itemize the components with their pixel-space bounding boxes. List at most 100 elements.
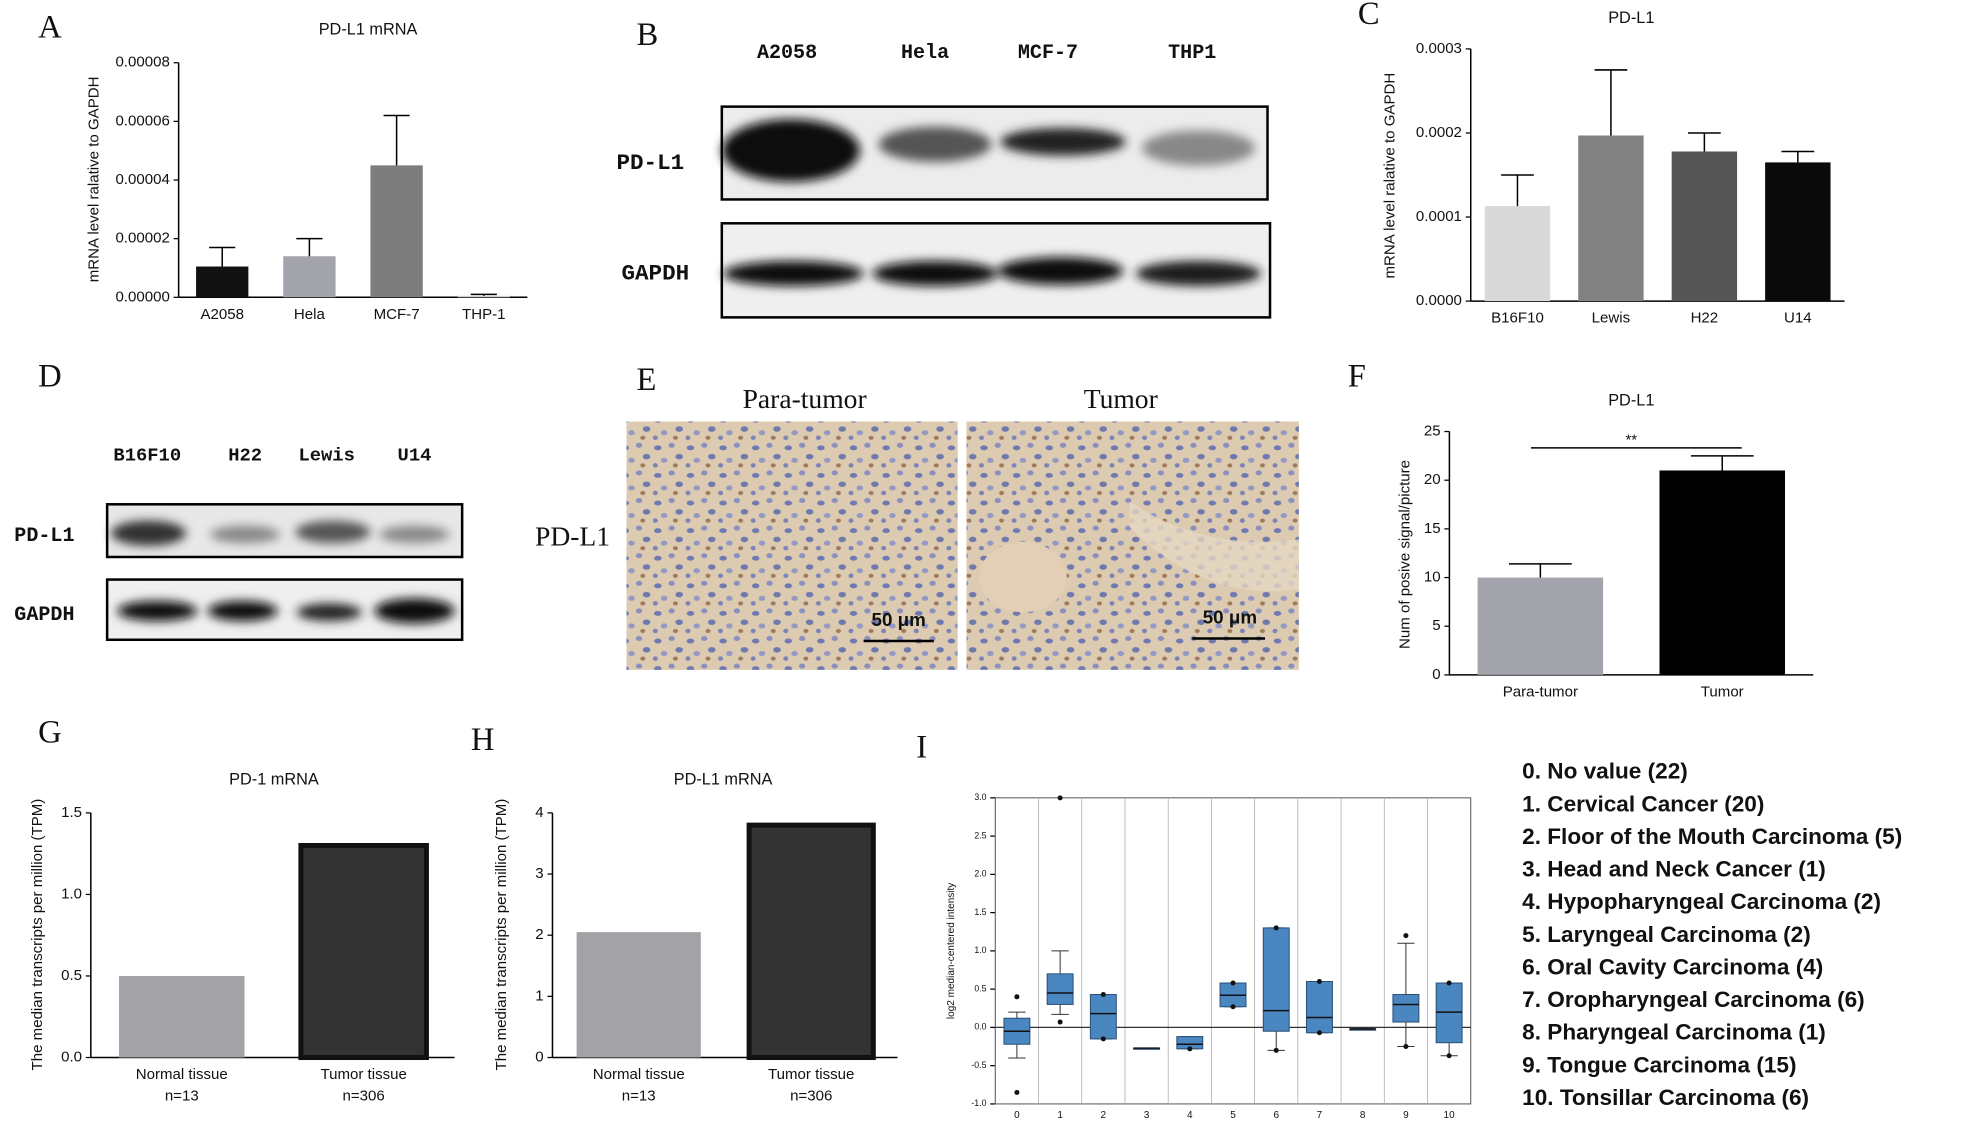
chart-title: PD-L1 mRNA — [319, 20, 418, 38]
x-tick-label: Lewis — [1592, 310, 1630, 327]
lane-label: H22 — [228, 444, 262, 466]
legend-item: 10. Tonsillar Carcinoma (6) — [1522, 1085, 1809, 1110]
bar — [119, 975, 245, 1058]
y-tick-label: 0.0 — [61, 1048, 82, 1065]
legend-item: 9. Tongue Carcinoma (15) — [1522, 1052, 1796, 1077]
x-tick-label: H22 — [1691, 310, 1719, 327]
bar — [1765, 162, 1831, 302]
x-tick-sublabel: n=13 — [165, 1087, 199, 1104]
x-tick-label: 4 — [1187, 1110, 1193, 1121]
x-tick-label: Normal tissue — [136, 1066, 228, 1083]
y-tick-label: 0.0 — [974, 1022, 986, 1032]
y-tick-label: 2.5 — [974, 830, 986, 840]
ihc-image — [626, 421, 958, 670]
y-tick-label: 1.0 — [974, 945, 986, 955]
y-tick-label: 0 — [1432, 666, 1440, 683]
legend-item: 0. No value (22) — [1522, 759, 1688, 784]
y-tick-label: -0.5 — [971, 1060, 986, 1070]
row-label: GAPDH — [14, 604, 74, 627]
x-tick-label: 0 — [1014, 1110, 1020, 1121]
legend-item: 2. Floor of the Mouth Carcinoma (5) — [1522, 824, 1902, 849]
x-tick-label: 9 — [1403, 1110, 1409, 1121]
outlier — [1230, 980, 1236, 986]
bar — [1477, 577, 1604, 675]
outlier — [1014, 994, 1020, 1000]
y-axis-label: Num of posive signal/picture — [1396, 460, 1413, 649]
lane-label: THP1 — [1168, 42, 1216, 65]
tissue — [1129, 501, 1299, 592]
y-tick-label: 0.00002 — [115, 230, 169, 247]
x-tick-label: 6 — [1273, 1110, 1279, 1121]
x-tick-label: B16F10 — [1491, 310, 1544, 327]
bands — [110, 520, 455, 624]
outlier — [1100, 991, 1106, 998]
legend-item: 1. Cervical Cancer (20) — [1522, 791, 1764, 816]
x-tick-sublabel: n=306 — [790, 1087, 832, 1104]
lane-label: B16F10 — [113, 444, 181, 466]
bar — [1671, 151, 1738, 302]
panel-label: F — [1348, 358, 1366, 394]
bands — [721, 119, 1262, 287]
bar — [1659, 470, 1786, 675]
row-label: GAPDH — [621, 260, 689, 286]
legend-item: 3. Head and Neck Cancer (1) — [1522, 857, 1826, 882]
x-tick-label: Tumor — [1701, 683, 1744, 700]
y-tick-label: 4 — [535, 804, 543, 821]
y-tick-label: 15 — [1424, 520, 1441, 537]
outlier — [1273, 1047, 1279, 1053]
bar — [1484, 206, 1551, 302]
panel-label: B — [637, 17, 659, 53]
y-tick-label: 2 — [535, 926, 543, 943]
panel-label: A — [38, 10, 62, 46]
y-tick-label: 1.0 — [61, 885, 82, 902]
box — [1089, 993, 1117, 1040]
x-tick-label: 1 — [1057, 1110, 1063, 1121]
y-tick-label: 0 — [535, 1048, 543, 1065]
x-tick-sublabel: n=306 — [343, 1087, 385, 1104]
outlier — [1187, 1046, 1193, 1052]
y-tick-label: 3.0 — [974, 792, 986, 802]
panel-label: H — [471, 722, 495, 758]
x-tick-label: Hela — [294, 306, 326, 323]
y-tick-label: 0.0003 — [1416, 40, 1462, 57]
y-tick-label: -1.0 — [971, 1098, 986, 1108]
x-tick-label: A2058 — [200, 306, 244, 323]
outlier — [1446, 980, 1452, 986]
bar — [370, 165, 423, 298]
box — [1305, 980, 1333, 1034]
outlier — [1057, 1019, 1063, 1025]
bar — [576, 932, 701, 1058]
column-label: Tumor — [1084, 383, 1158, 414]
outlier — [1273, 925, 1279, 931]
lane-label: MCF-7 — [1018, 42, 1078, 65]
y-tick-label: 0.0001 — [1416, 208, 1462, 225]
y-tick-label: 0.0000 — [1416, 292, 1462, 309]
x-tick-label: U14 — [1784, 310, 1812, 327]
chart-title: PD-1 mRNA — [229, 771, 319, 789]
row-label: PD-L1 — [14, 525, 74, 548]
panel-label: E — [637, 362, 657, 398]
x-tick-label: Tumor tissue — [320, 1066, 406, 1083]
x-tick-label: 5 — [1230, 1110, 1236, 1121]
legend-item: 6. Oral Cavity Carcinoma (4) — [1522, 954, 1823, 979]
y-tick-label: 2.0 — [974, 869, 986, 879]
y-tick-label: 0.0002 — [1416, 124, 1462, 141]
x-tick-label: 2 — [1101, 1110, 1107, 1121]
x-tick-sublabel: n=13 — [622, 1087, 656, 1104]
outlier — [1316, 1030, 1322, 1036]
x-tick-label: 8 — [1360, 1110, 1366, 1121]
y-tick-label: 1.5 — [974, 907, 986, 917]
legend-item: 4. Hypopharyngeal Carcinoma (2) — [1522, 889, 1881, 914]
y-axis-label: The median transcripts per million (TPM) — [29, 799, 46, 1071]
box — [1046, 973, 1074, 1005]
box — [1392, 993, 1420, 1023]
panel-label: G — [38, 715, 62, 751]
outlier — [1316, 978, 1322, 985]
blot-d: B16F10 H22 Lewis U14 PD-L1 GAPDH — [14, 444, 464, 642]
chart-title: PD-L1 — [1608, 392, 1654, 410]
y-axis-label: The median transcripts per million (TPM) — [493, 799, 510, 1071]
y-tick-label: 1.5 — [61, 804, 82, 821]
y-tick-label: 0.5 — [61, 967, 82, 984]
lane-label: Hela — [901, 42, 949, 65]
outlier — [1230, 1004, 1236, 1010]
